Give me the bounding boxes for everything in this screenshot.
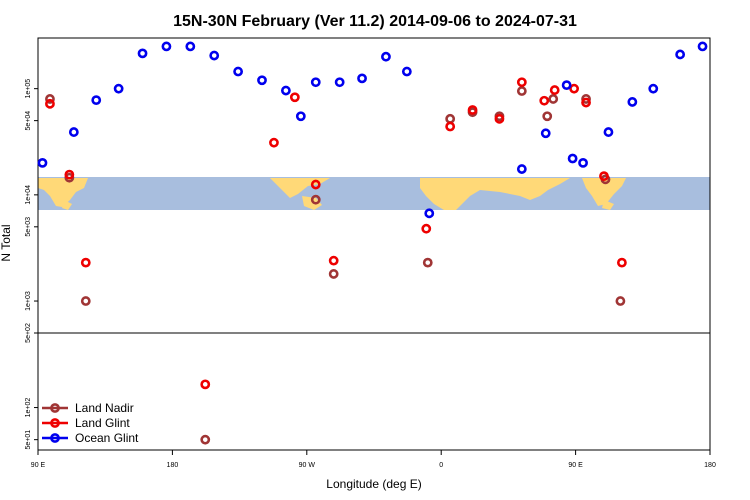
x-tick-label: 180 — [167, 462, 179, 469]
y-tick-label: 5e+03 — [25, 217, 32, 237]
data-point — [578, 157, 588, 168]
data-point — [328, 269, 339, 279]
data-point — [548, 94, 559, 104]
data-point — [295, 111, 306, 122]
data-point — [516, 86, 527, 96]
data-point — [516, 164, 527, 174]
data-point — [45, 98, 55, 109]
x-tick-label: 180 — [704, 462, 716, 469]
data-point — [542, 111, 553, 122]
data-point — [80, 257, 91, 268]
data-point — [310, 194, 321, 205]
x-axis-label: Longitude (deg E) — [326, 477, 421, 491]
legend-entry: Ocean Glint — [75, 431, 139, 445]
data-point — [697, 41, 708, 52]
data-point — [599, 171, 609, 182]
data-point — [91, 95, 102, 106]
data-point — [161, 41, 172, 52]
data-point — [64, 169, 75, 180]
data-point — [328, 255, 339, 266]
x-tick-label: 90 E — [568, 462, 583, 469]
data-points — [37, 41, 708, 445]
data-point — [549, 85, 560, 95]
data-point — [581, 94, 591, 104]
data-point — [539, 95, 550, 106]
data-point — [540, 128, 551, 139]
y-tick-label: 5e+02 — [25, 323, 32, 343]
legend-swatch-marker — [50, 418, 60, 428]
data-point — [615, 296, 626, 306]
data-point — [185, 41, 196, 52]
y-axis-label: N Total — [0, 224, 13, 261]
data-point — [569, 83, 580, 94]
data-point — [37, 157, 48, 168]
data-point — [68, 127, 79, 137]
data-point — [627, 97, 638, 107]
data-point — [257, 75, 267, 86]
data-point — [200, 434, 211, 445]
data-point — [200, 379, 211, 390]
data-point — [516, 77, 527, 88]
x-axis: 90 E 180 90 W 0 90 E 180 — [31, 450, 716, 469]
world-map-strip — [38, 177, 710, 210]
data-point — [209, 50, 220, 61]
data-point — [421, 223, 432, 234]
data-point — [233, 66, 244, 77]
data-point — [616, 257, 627, 268]
data-point — [675, 49, 686, 60]
legend-swatch-marker — [50, 403, 60, 413]
data-point — [310, 77, 321, 88]
data-point — [648, 83, 659, 94]
data-point — [401, 66, 412, 77]
data-point — [137, 48, 148, 59]
y-tick-label: 5e+01 — [25, 430, 32, 450]
lower-plot-frame — [37, 332, 711, 451]
data-point — [561, 80, 572, 91]
data-point — [381, 51, 391, 62]
x-tick-label: 90 W — [299, 462, 316, 469]
data-point — [334, 77, 345, 88]
legend-entry: Land Nadir — [75, 401, 134, 415]
y-tick-label: 1e+05 — [25, 79, 32, 99]
data-point — [80, 296, 91, 306]
y-axis-upper: 1e+03 5e+03 1e+04 5e+04 1e+05 — [25, 79, 38, 311]
data-point — [445, 121, 456, 132]
data-point — [567, 153, 578, 164]
data-point — [581, 97, 591, 108]
data-point — [113, 83, 124, 94]
legend-swatch-marker — [50, 433, 60, 443]
data-point — [422, 257, 433, 268]
data-point — [357, 73, 367, 84]
data-point — [269, 137, 279, 148]
chart-title: 15N-30N February (Ver 11.2) 2014-09-06 t… — [173, 13, 577, 30]
data-point — [467, 105, 478, 115]
y-tick-label: 1e+03 — [25, 291, 32, 311]
data-point — [280, 85, 291, 96]
data-point — [494, 113, 505, 124]
legend-entry: Land Glint — [75, 416, 130, 430]
x-tick-label: 0 — [439, 462, 443, 469]
data-point — [603, 127, 614, 137]
y-axis-lower: 5e+01 1e+02 5e+02 — [25, 323, 38, 449]
data-point — [289, 92, 300, 103]
y-tick-label: 1e+04 — [25, 185, 32, 205]
y-tick-label: 1e+02 — [25, 398, 32, 418]
x-tick-label: 90 E — [31, 462, 46, 469]
data-point — [424, 208, 435, 219]
data-point — [445, 113, 456, 124]
data-point — [45, 94, 55, 104]
y-tick-label: 5e+04 — [25, 111, 32, 131]
data-point — [310, 179, 321, 190]
